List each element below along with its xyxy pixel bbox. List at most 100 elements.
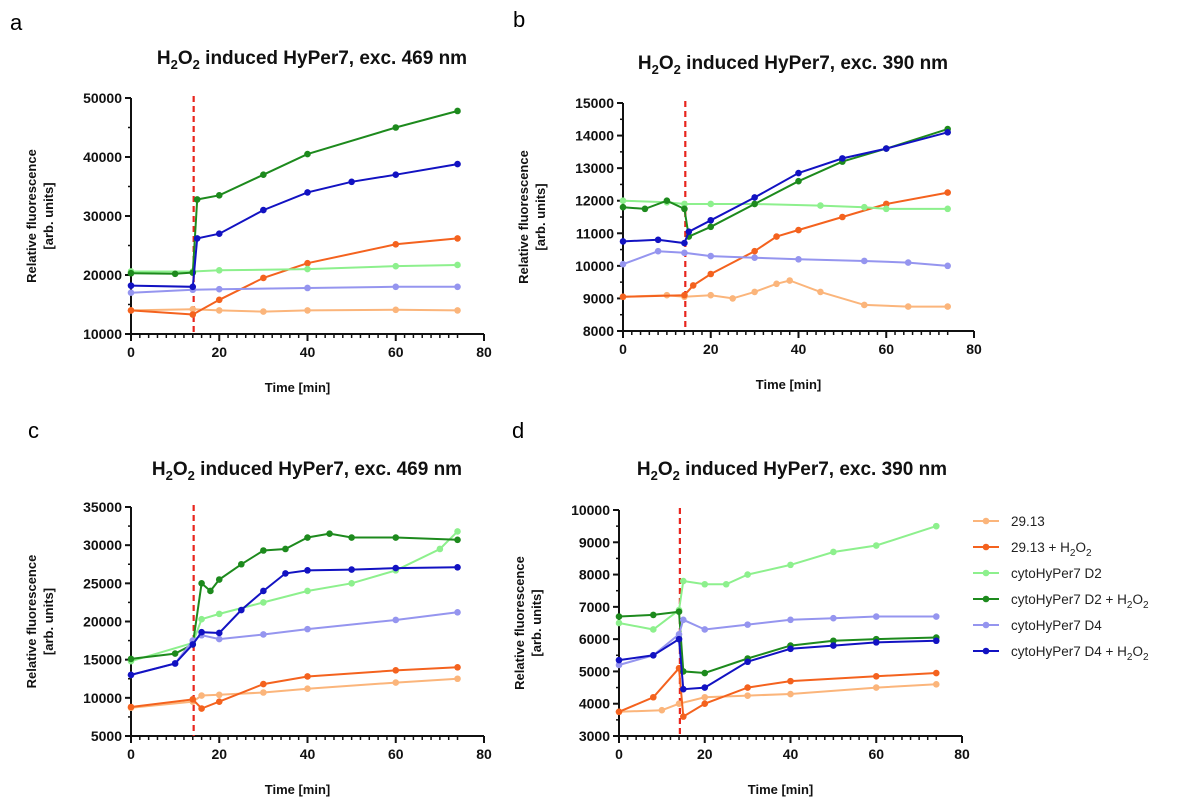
panel-letter: c	[28, 418, 39, 443]
data-point	[304, 673, 311, 680]
data-point	[260, 308, 267, 315]
data-point	[215, 698, 223, 705]
data-point	[744, 571, 751, 578]
data-point	[681, 249, 688, 257]
x-tick-label: 40	[791, 341, 807, 357]
data-point	[127, 703, 135, 711]
x-tick-label: 40	[300, 746, 316, 762]
data-point	[932, 613, 940, 620]
x-axis-label: Time [min]	[265, 380, 331, 395]
data-point	[454, 235, 461, 242]
series	[615, 522, 940, 633]
legend-item: 29.13 + H2O2	[973, 540, 1092, 559]
data-point	[171, 660, 179, 667]
data-point	[872, 639, 880, 646]
data-point	[260, 680, 267, 688]
data-point	[215, 285, 223, 293]
data-point	[127, 269, 135, 277]
data-point	[171, 270, 179, 278]
data-point	[744, 621, 751, 628]
data-point	[454, 261, 461, 269]
data-point	[830, 637, 837, 645]
panel-letter: d	[512, 418, 524, 443]
x-axis-label: Time [min]	[265, 782, 331, 797]
y-tick-label: 3000	[579, 728, 610, 744]
data-point	[744, 684, 751, 691]
data-point	[127, 655, 135, 663]
legend-swatch-marker	[982, 569, 990, 577]
data-point	[198, 705, 205, 712]
legend-label: cytoHyPer7 D2 + H2O2	[1011, 592, 1149, 611]
legend-item: cytoHyPer7 D4 + H2O2	[973, 644, 1149, 663]
data-point	[701, 684, 709, 691]
data-point	[454, 564, 461, 571]
data-point	[260, 689, 267, 696]
data-point	[707, 291, 715, 299]
y-axis-label-units: [arb. units]	[41, 588, 56, 655]
data-point	[944, 189, 951, 196]
series-line	[130, 566, 458, 676]
x-tick-label: 40	[300, 344, 316, 360]
y-tick-label: 10000	[83, 690, 122, 706]
data-point	[193, 235, 201, 242]
data-point	[944, 303, 951, 310]
y-tick-label: 5000	[91, 728, 122, 744]
y-tick-label: 30000	[83, 208, 122, 224]
data-point	[304, 189, 311, 196]
data-point	[304, 587, 311, 595]
data-point	[282, 545, 289, 553]
data-point	[454, 283, 461, 291]
x-tick-label: 80	[476, 746, 492, 762]
data-point	[641, 205, 649, 213]
data-point	[189, 696, 197, 703]
data-point	[650, 626, 657, 633]
data-point	[650, 651, 657, 659]
data-point	[189, 311, 197, 318]
data-point	[675, 635, 683, 643]
data-point	[707, 216, 715, 224]
series-line	[131, 264, 458, 273]
legend-label: 29.13	[1011, 514, 1045, 529]
panel-letter: a	[10, 10, 23, 35]
data-point	[215, 192, 223, 199]
data-point	[260, 206, 267, 214]
data-point	[707, 200, 715, 208]
y-tick-label: 8000	[579, 567, 610, 583]
data-point	[675, 631, 683, 638]
data-point	[392, 171, 400, 178]
data-point	[238, 560, 245, 568]
x-tick-label: 0	[619, 341, 627, 357]
legend-item: cytoHyPer7 D2 + H2O2	[973, 592, 1149, 611]
y-tick-label: 8000	[583, 323, 614, 339]
data-point	[787, 616, 794, 624]
y-tick-label: 9000	[583, 290, 614, 306]
data-point	[701, 693, 709, 701]
legend-item: 29.13	[973, 514, 1045, 529]
data-point	[454, 675, 461, 683]
series	[619, 247, 951, 270]
data-point	[680, 616, 687, 624]
data-point	[839, 155, 846, 162]
data-point	[663, 197, 671, 205]
x-tick-label: 0	[127, 746, 135, 762]
data-point	[619, 203, 627, 211]
data-point	[932, 522, 940, 530]
series	[619, 125, 951, 240]
data-point	[830, 614, 837, 622]
x-tick-label: 80	[476, 344, 492, 360]
data-point	[944, 262, 951, 270]
data-point	[786, 277, 794, 284]
data-point	[189, 641, 197, 648]
series	[619, 129, 951, 247]
legend-swatch-marker	[982, 647, 990, 655]
data-point	[454, 160, 461, 168]
data-point	[619, 293, 627, 301]
data-point	[675, 608, 683, 615]
y-tick-label: 30000	[83, 537, 122, 553]
x-tick-label: 60	[388, 746, 404, 762]
data-point	[215, 576, 223, 583]
series-line	[130, 237, 458, 316]
data-point	[127, 282, 135, 289]
data-point	[658, 706, 666, 714]
data-point	[348, 566, 355, 573]
